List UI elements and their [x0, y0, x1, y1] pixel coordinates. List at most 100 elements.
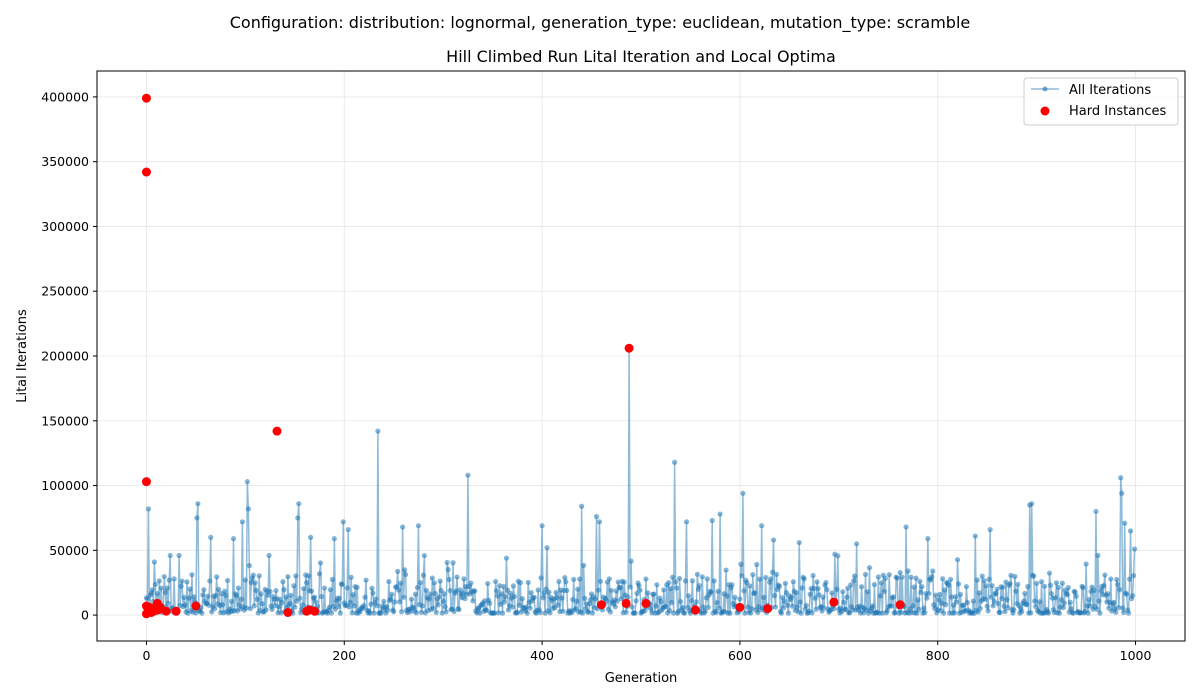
grid [97, 71, 1185, 641]
iteration-point [952, 594, 959, 600]
iteration-point [939, 600, 945, 606]
iteration-point [779, 594, 786, 601]
iteration-point [517, 580, 523, 586]
iteration-point [1101, 583, 1107, 589]
iteration-point [1097, 610, 1103, 616]
iteration-point [702, 608, 708, 614]
iteration-point [415, 523, 422, 529]
iteration-point [910, 603, 916, 609]
legend-line-marker [1042, 86, 1048, 92]
iteration-point [714, 600, 720, 606]
iteration-point [250, 572, 256, 578]
iteration-point [560, 608, 566, 614]
iteration-point [430, 605, 436, 611]
iteration-point [373, 596, 379, 602]
hard-instance-point [895, 600, 905, 610]
legend: All Iterations Hard Instances [1023, 77, 1179, 126]
iteration-point [1073, 593, 1079, 599]
iteration-point [145, 506, 152, 512]
iteration-point [724, 593, 730, 599]
iteration-point [767, 576, 774, 582]
iteration-point [297, 595, 303, 601]
y-tick-label: 200000 [41, 349, 89, 364]
iteration-point [1038, 579, 1045, 585]
iteration-point [793, 590, 799, 596]
iteration-point [1033, 603, 1039, 610]
iteration-point [957, 591, 964, 598]
iteration-point [525, 579, 531, 586]
hard-instance-point [596, 600, 606, 610]
iteration-point [432, 590, 438, 597]
iteration-point [705, 604, 711, 611]
iteration-point [617, 585, 623, 591]
iteration-point [1025, 583, 1031, 590]
iteration-point [759, 523, 765, 529]
iteration-point [717, 511, 723, 517]
iteration-point [780, 605, 787, 611]
iteration-point [245, 506, 251, 512]
iteration-point [1047, 582, 1054, 588]
hard-instance-point [690, 605, 700, 615]
iteration-point [1115, 581, 1121, 588]
iteration-point [696, 583, 702, 589]
iteration-point [179, 578, 185, 584]
iteration-point [396, 587, 402, 593]
all-iterations-line [145, 348, 1136, 616]
iteration-point [737, 596, 743, 602]
iteration-point [947, 576, 954, 582]
iteration-point [507, 590, 514, 596]
iteration-point [296, 501, 302, 507]
iteration-point [1046, 570, 1053, 576]
iteration-point [612, 604, 618, 610]
iteration-point [851, 578, 857, 584]
iteration-point [369, 585, 375, 591]
iteration-point [841, 599, 847, 605]
iteration-point [1086, 597, 1092, 603]
iteration-point [386, 578, 392, 585]
iteration-point [744, 579, 750, 586]
iteration-point [877, 593, 883, 599]
iteration-point [266, 552, 272, 559]
iteration-point [915, 597, 921, 603]
iteration-point [281, 587, 287, 593]
iteration-point [1114, 576, 1120, 583]
iteration-point [672, 459, 678, 465]
y-tick-label: 250000 [41, 284, 89, 299]
iteration-point [165, 600, 171, 606]
iteration-point [946, 582, 952, 588]
iteration-point [361, 602, 367, 609]
iteration-point [176, 552, 182, 559]
iteration-point [553, 589, 559, 596]
iteration-point [1127, 576, 1133, 582]
iteration-point [420, 572, 426, 578]
iteration-point [982, 596, 988, 602]
iteration-point [613, 588, 619, 594]
iteration-point [615, 579, 621, 585]
iteration-point [308, 534, 314, 540]
iteration-point [597, 578, 604, 584]
iteration-point [1024, 602, 1030, 608]
y-tick-label: 50000 [49, 543, 89, 558]
iteration-point [580, 610, 586, 616]
iteration-point [291, 583, 297, 589]
iteration-point [351, 603, 357, 609]
iteration-point [585, 609, 592, 615]
y-tick-label: 400000 [41, 89, 89, 104]
iteration-point [564, 587, 570, 594]
iteration-point [960, 602, 967, 608]
iteration-point [812, 595, 818, 601]
iteration-point [181, 594, 187, 600]
iteration-point [1067, 599, 1073, 605]
iteration-point [989, 583, 995, 589]
iteration-point [821, 605, 827, 611]
iteration-point [754, 561, 760, 568]
iteration-point [435, 602, 441, 608]
iteration-point [487, 600, 493, 606]
iteration-point [499, 610, 506, 616]
iteration-point [537, 609, 543, 616]
hard-instance-point [171, 606, 181, 616]
iteration-point [442, 604, 448, 610]
iteration-point [816, 592, 822, 598]
iteration-point [716, 605, 722, 611]
iteration-point [823, 579, 829, 586]
